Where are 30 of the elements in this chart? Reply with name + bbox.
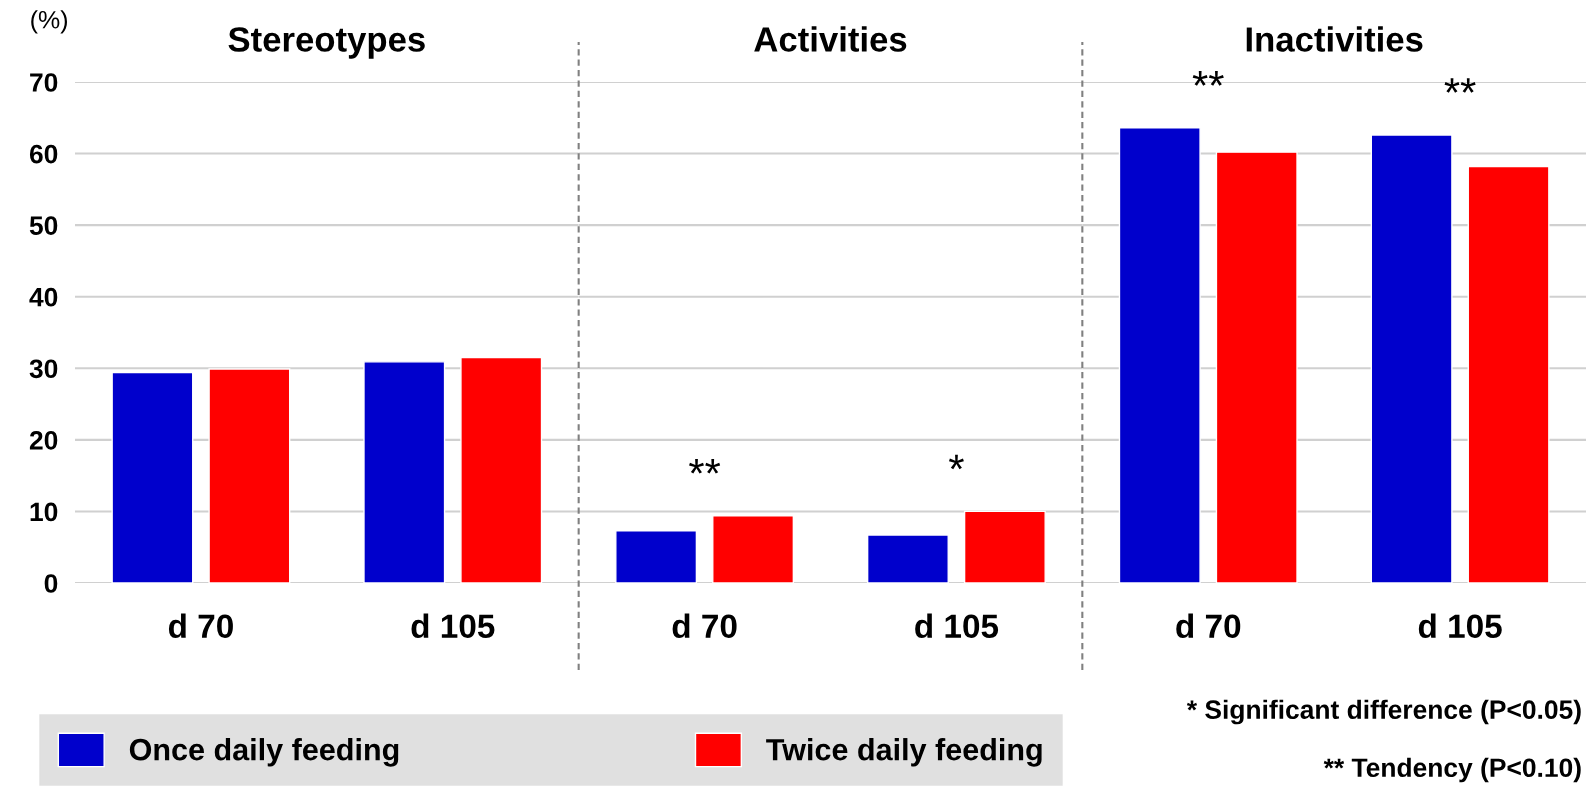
- x-tick-label: d 105: [411, 613, 495, 639]
- y-tick-label: 0: [44, 574, 58, 593]
- legend-label: Once daily feeding: [129, 738, 399, 767]
- bar: [111, 371, 194, 583]
- annotation: *: [948, 454, 964, 470]
- bar: [208, 368, 291, 583]
- chart-title: Inactivities: [1246, 26, 1423, 52]
- y-tick-label: 60: [29, 144, 58, 164]
- y-tick-label: 20: [29, 430, 58, 450]
- y-tick-label: 70: [30, 73, 58, 92]
- x-tick-label: d 105: [1418, 613, 1502, 639]
- annotation: **: [689, 458, 721, 474]
- text: * Significant difference (P<0.05): [1186, 699, 1581, 725]
- chart-title: Activities: [754, 26, 907, 52]
- y-tick-label: 30: [29, 359, 58, 379]
- y-axis-title: (%): [31, 10, 67, 34]
- x-tick-label: d 70: [672, 613, 737, 639]
- y-tick-label: 40: [29, 287, 58, 307]
- bar: [363, 361, 446, 583]
- x-tick-label: d 70: [168, 613, 233, 639]
- y-tick-label: 10: [30, 502, 58, 522]
- x-tick-label: d 105: [915, 613, 999, 639]
- legend-label: Twice daily feeding: [766, 738, 1042, 767]
- y-tick-label: 50: [29, 216, 58, 235]
- annotation: **: [1192, 71, 1224, 86]
- chart-title: Stereotypes: [228, 27, 425, 59]
- annotation: **: [1444, 78, 1476, 93]
- bar: [460, 356, 543, 583]
- x-tick-label: d 70: [1176, 613, 1241, 639]
- text: ** Tendency (P<0.10): [1323, 757, 1581, 783]
